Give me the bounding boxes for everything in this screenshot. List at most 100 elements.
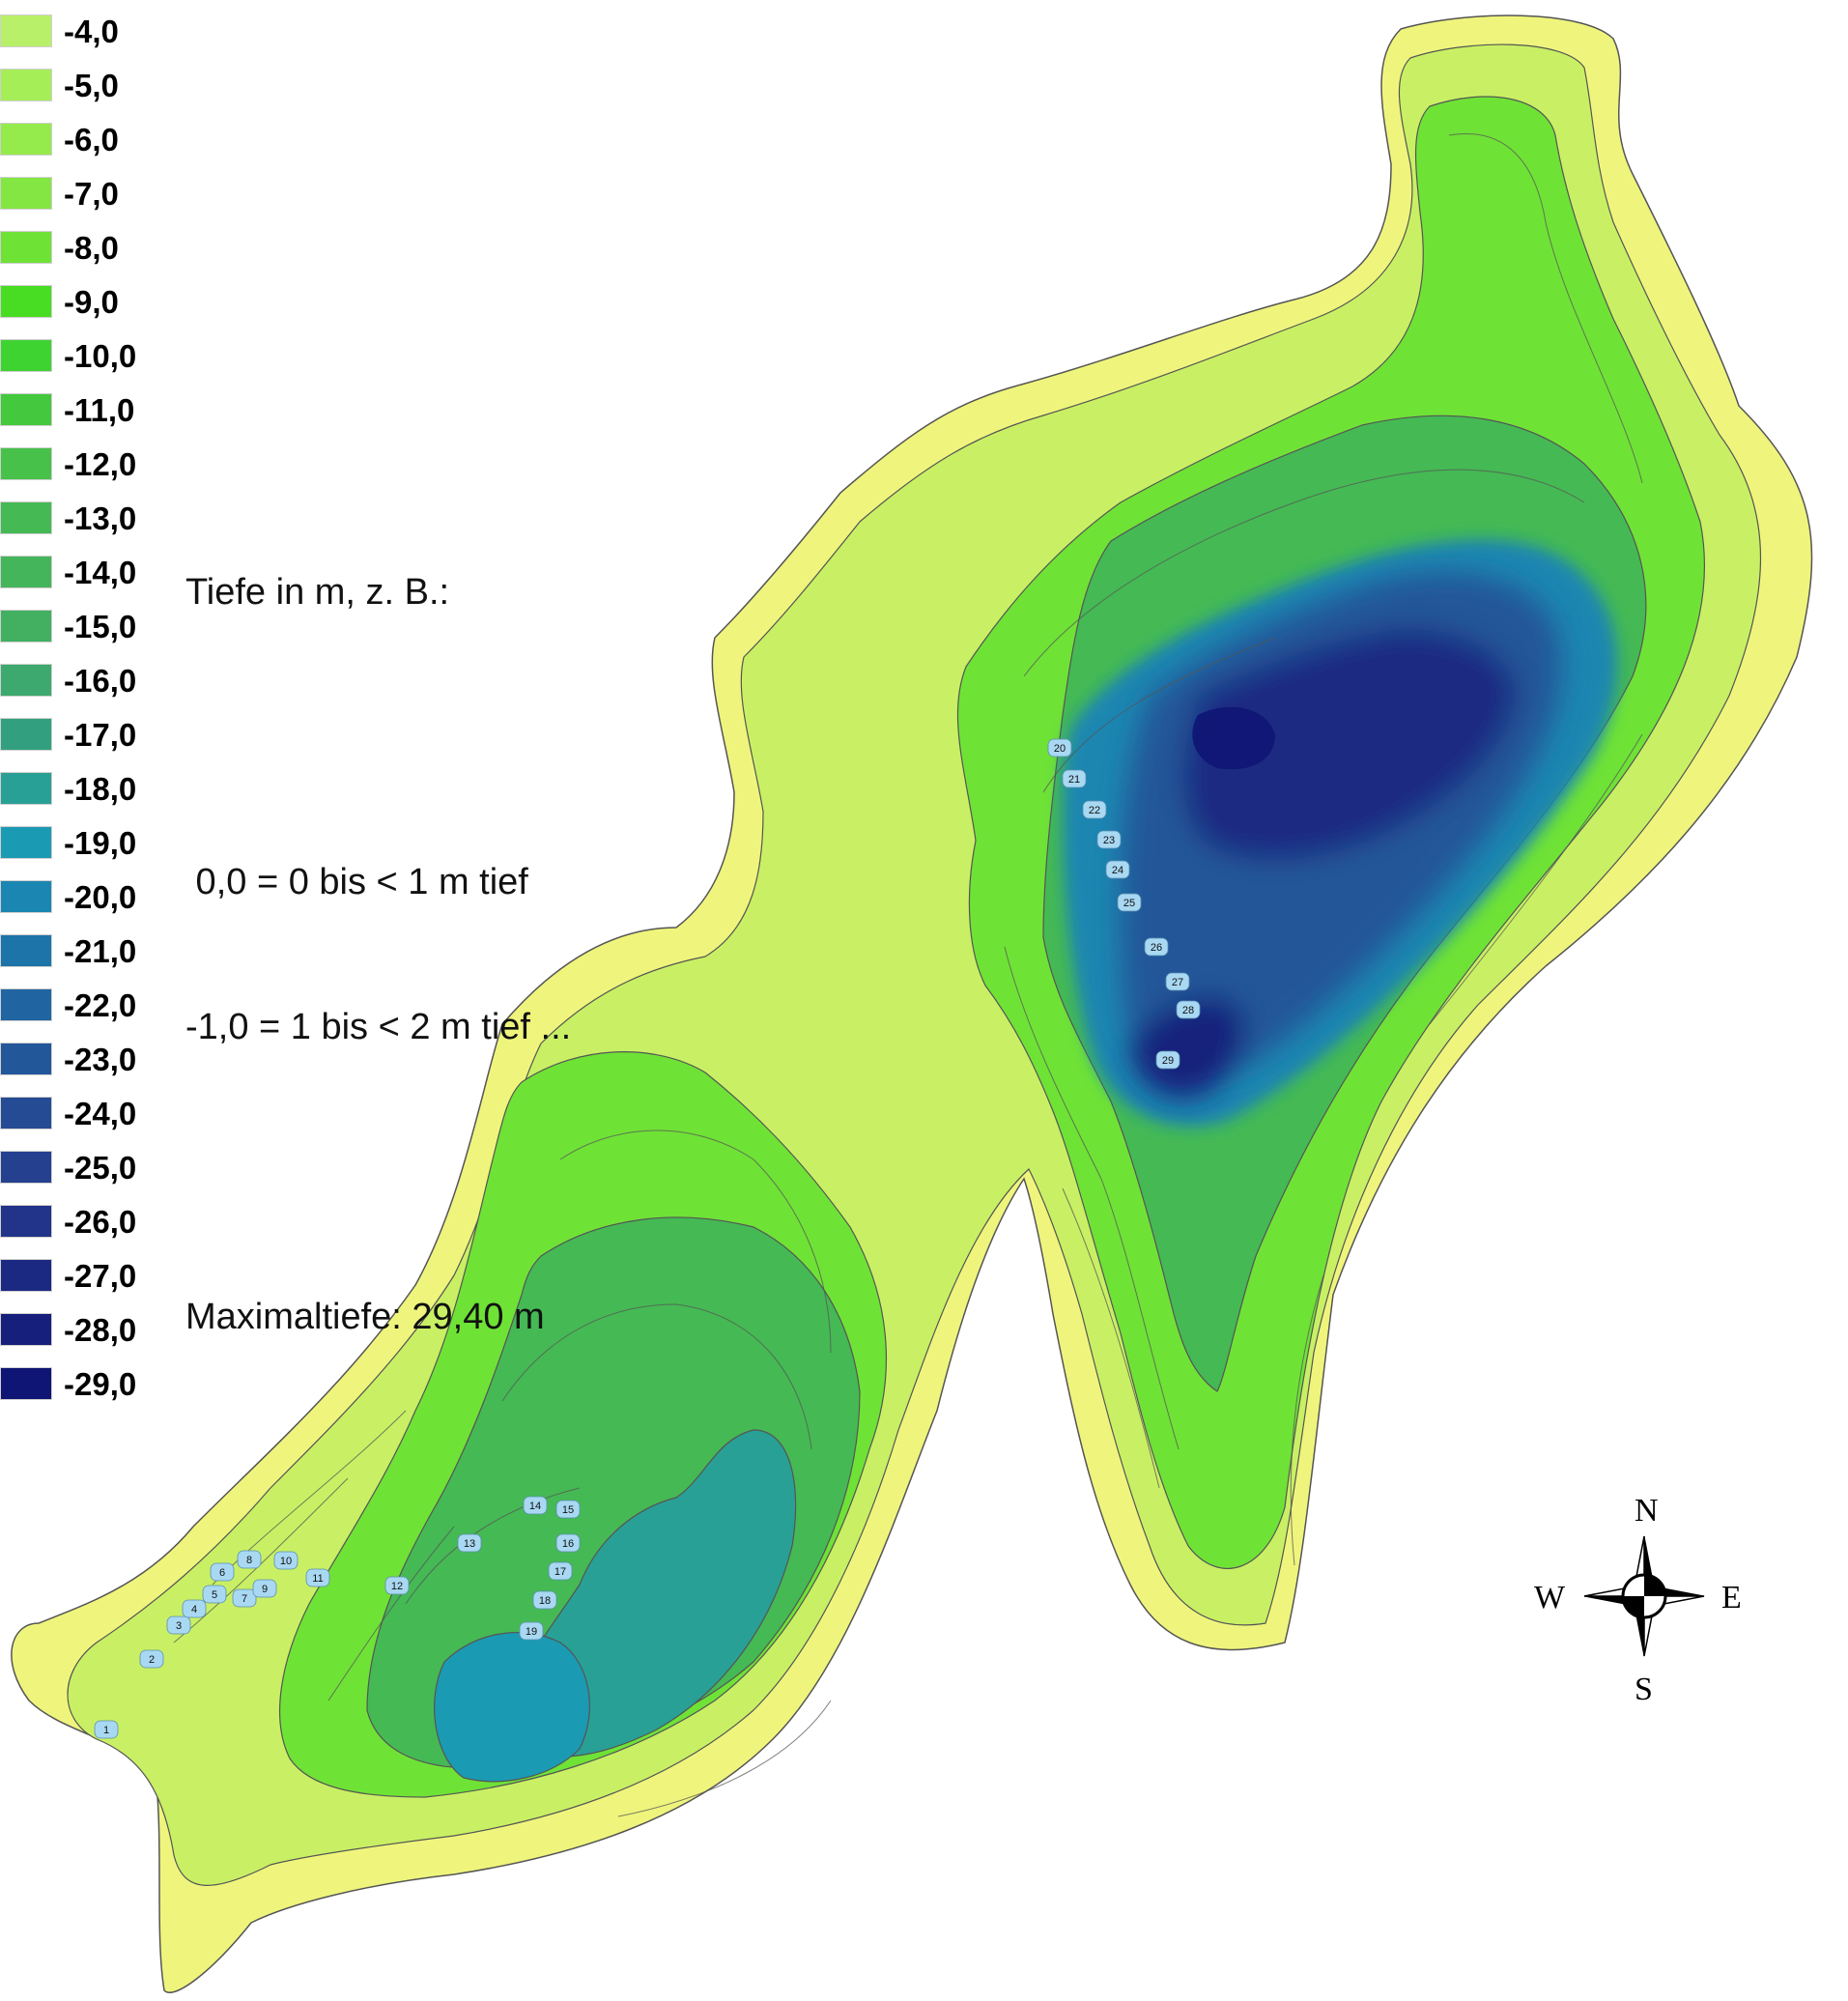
measurement-point-label: 21 bbox=[1068, 774, 1080, 786]
measurement-point-label: 2 bbox=[149, 1654, 155, 1666]
depth-legend: -4,0 -5,0 -6,0 -7,0 -8,0 -9,0 -10,0 -11,0 -12,0 -… bbox=[0, 14, 164, 1420]
legend-label: -8,0 bbox=[64, 230, 119, 266]
legend-swatch bbox=[0, 988, 52, 1021]
measurement-point: 2 bbox=[139, 1649, 164, 1669]
info-max-depth: Maximaltiefe: 29,40 m bbox=[185, 1297, 545, 1337]
measurement-point: 7 bbox=[232, 1588, 257, 1608]
measurement-point-label: 20 bbox=[1054, 743, 1066, 755]
legend-row: -25,0 bbox=[0, 1150, 164, 1204]
legend-swatch bbox=[0, 772, 52, 805]
legend-swatch bbox=[0, 718, 52, 751]
legend-label: -6,0 bbox=[64, 122, 119, 157]
legend-label: -22,0 bbox=[64, 987, 137, 1023]
legend-swatch bbox=[0, 1367, 52, 1400]
measurement-point: 11 bbox=[305, 1568, 330, 1587]
measurement-point-label: 24 bbox=[1112, 865, 1123, 876]
legend-row: -15,0 bbox=[0, 609, 164, 663]
legend-row: -19,0 bbox=[0, 825, 164, 879]
measurement-point-label: 8 bbox=[246, 1555, 252, 1566]
legend-row: -24,0 bbox=[0, 1096, 164, 1150]
measurement-point-label: 4 bbox=[191, 1604, 197, 1615]
legend-swatch bbox=[0, 14, 52, 47]
measurement-point: 24 bbox=[1105, 860, 1130, 879]
legend-swatch bbox=[0, 501, 52, 534]
measurement-point-label: 23 bbox=[1103, 835, 1115, 846]
depth-zone-27m bbox=[1182, 628, 1517, 861]
legend-row: -12,0 bbox=[0, 446, 164, 500]
measurement-point: 29 bbox=[1155, 1050, 1180, 1070]
measurement-point: 26 bbox=[1144, 937, 1169, 957]
legend-row: -22,0 bbox=[0, 987, 164, 1042]
compass-south: S bbox=[1635, 1672, 1653, 1707]
legend-row: -14,0 bbox=[0, 555, 164, 609]
measurement-point-label: 12 bbox=[391, 1581, 403, 1592]
depth-info-text: Tiefe in m, z. B.: 0,0 = 0 bis < 1 m tie… bbox=[185, 472, 571, 1389]
legend-swatch bbox=[0, 393, 52, 426]
info-example-2: -1,0 = 1 bis < 2 m tief ... bbox=[185, 1007, 572, 1047]
legend-swatch bbox=[0, 339, 52, 372]
legend-swatch bbox=[0, 1097, 52, 1129]
legend-row: -7,0 bbox=[0, 176, 164, 230]
legend-label: -11,0 bbox=[64, 392, 135, 428]
measurement-point-label: 17 bbox=[554, 1566, 566, 1578]
legend-label: -29,0 bbox=[64, 1366, 137, 1402]
measurement-point-label: 18 bbox=[539, 1595, 551, 1607]
legend-row: -16,0 bbox=[0, 663, 164, 717]
legend-row: -21,0 bbox=[0, 933, 164, 987]
legend-swatch bbox=[0, 826, 52, 859]
legend-swatch bbox=[0, 556, 52, 588]
measurement-point: 25 bbox=[1117, 893, 1142, 912]
legend-swatch bbox=[0, 664, 52, 697]
legend-row: -6,0 bbox=[0, 122, 164, 176]
measurement-point-label: 14 bbox=[529, 1501, 541, 1512]
legend-swatch bbox=[0, 285, 52, 318]
measurement-point-label: 10 bbox=[280, 1556, 292, 1567]
measurement-point-label: 13 bbox=[464, 1538, 475, 1550]
legend-label: -27,0 bbox=[64, 1258, 137, 1294]
legend-swatch bbox=[0, 934, 52, 967]
legend-label: -10,0 bbox=[64, 338, 137, 374]
legend-row: -26,0 bbox=[0, 1204, 164, 1258]
legend-row: -4,0 bbox=[0, 14, 164, 68]
legend-swatch bbox=[0, 1043, 52, 1075]
legend-swatch bbox=[0, 1205, 52, 1238]
info-spacer-2 bbox=[185, 1148, 571, 1196]
depth-zone-19m-south bbox=[434, 1632, 590, 1783]
measurement-point-label: 22 bbox=[1089, 805, 1100, 816]
measurement-point-label: 28 bbox=[1182, 1005, 1194, 1016]
measurement-point-label: 6 bbox=[219, 1567, 225, 1579]
legend-label: -19,0 bbox=[64, 825, 137, 861]
measurement-point-label: 11 bbox=[312, 1573, 323, 1585]
measurement-point: 4 bbox=[182, 1599, 207, 1618]
legend-label: -4,0 bbox=[64, 14, 119, 49]
legend-swatch bbox=[0, 1151, 52, 1184]
measurement-point: 22 bbox=[1082, 800, 1107, 819]
measurement-point: 10 bbox=[273, 1551, 299, 1570]
measurement-point: 6 bbox=[210, 1562, 235, 1582]
compass-west: W bbox=[1534, 1580, 1566, 1615]
measurement-point: 1 bbox=[94, 1720, 119, 1739]
legend-label: -16,0 bbox=[64, 663, 137, 699]
legend-swatch bbox=[0, 123, 52, 156]
legend-label: -12,0 bbox=[64, 446, 137, 482]
info-heading: Tiefe in m, z. B.: bbox=[185, 572, 450, 613]
measurement-point: 12 bbox=[384, 1576, 410, 1595]
legend-row: -17,0 bbox=[0, 717, 164, 771]
measurement-point: 18 bbox=[532, 1590, 557, 1610]
legend-label: -18,0 bbox=[64, 771, 137, 807]
info-spacer bbox=[185, 713, 571, 761]
measurement-point: 3 bbox=[166, 1615, 191, 1635]
measurement-point-label: 26 bbox=[1151, 942, 1162, 954]
measurement-point: 5 bbox=[202, 1585, 227, 1604]
measurement-point-label: 16 bbox=[562, 1538, 574, 1550]
measurement-point: 13 bbox=[457, 1533, 482, 1553]
legend-row: -27,0 bbox=[0, 1258, 164, 1312]
measurement-point: 21 bbox=[1062, 769, 1087, 788]
legend-label: -20,0 bbox=[64, 879, 137, 915]
measurement-point-label: 3 bbox=[176, 1620, 182, 1632]
measurement-point: 20 bbox=[1047, 738, 1072, 758]
measurement-point: 8 bbox=[237, 1550, 262, 1569]
legend-label: -9,0 bbox=[64, 284, 119, 320]
measurement-point: 23 bbox=[1096, 830, 1122, 849]
